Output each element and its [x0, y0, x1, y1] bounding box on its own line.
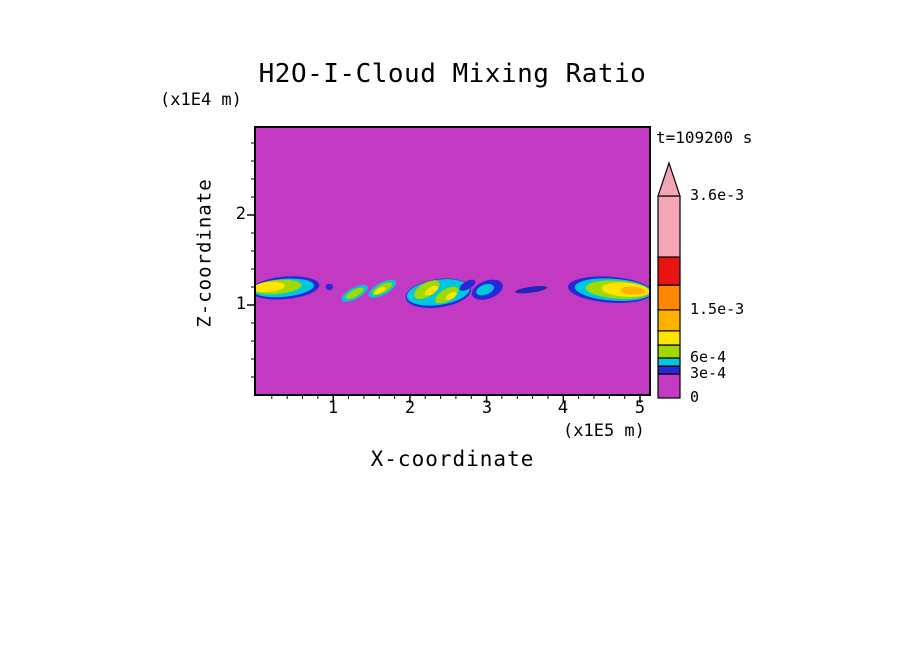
colorbar-label-3.6e-3: 3.6e-3: [690, 186, 745, 204]
tilted-sliver-b: [368, 279, 397, 298]
colorbar-label-3e-4: 3e-4: [690, 364, 727, 382]
colorbar-segment: [657, 284, 681, 311]
small-speck: [325, 283, 334, 291]
right-edge-cloud: [567, 276, 650, 303]
cloud-field-svg: [255, 276, 650, 309]
colorbar-segment: [657, 330, 681, 346]
time-annotation: t=109200 s: [656, 128, 753, 147]
x-tick-label-2: 2: [404, 398, 416, 418]
z-axis-unit-label: (x1E4 m): [160, 90, 242, 110]
x-tick-label-1: 1: [327, 398, 339, 418]
x-axis-label: X-coordinate: [370, 447, 535, 471]
colorbar-segment: [657, 256, 681, 286]
cloud-blob: [515, 285, 548, 294]
blue-patch: [471, 279, 503, 300]
colorbar-label-0: 0: [690, 388, 700, 406]
colorbar-label-6e-4: 6e-4: [690, 348, 727, 366]
x-tick-label-5: 5: [634, 398, 646, 418]
colorbar-overflow-arrow-icon: [657, 161, 681, 197]
left-edge-cloud: [255, 276, 320, 300]
x-axis-unit-label: (x1E5 m): [563, 421, 645, 441]
z-tick-label-2: 2: [235, 204, 246, 224]
thin-dark-streak: [515, 285, 548, 294]
z-tick-label-1: 1: [235, 294, 246, 314]
colorbar-label-1.5e-3: 1.5e-3: [690, 300, 745, 318]
colorbar-segment: [657, 365, 681, 375]
central-cloud: [405, 278, 476, 309]
colorbar-segment: [657, 309, 681, 332]
cloud-blob: [325, 283, 334, 291]
x-tick-label-3: 3: [481, 398, 493, 418]
plot-title: H2O-I-Cloud Mixing Ratio: [258, 59, 647, 89]
x-tick-label-4: 4: [557, 398, 569, 418]
colorbar-segment: [657, 195, 681, 258]
colorbar: [657, 161, 681, 399]
plot-area: [255, 127, 650, 395]
colorbar-segment: [657, 344, 681, 359]
z-axis-label: Z-coordinate: [193, 178, 216, 328]
tilted-sliver-a: [341, 284, 368, 302]
colorbar-segment: [657, 357, 681, 367]
colorbar-segment: [657, 373, 681, 399]
